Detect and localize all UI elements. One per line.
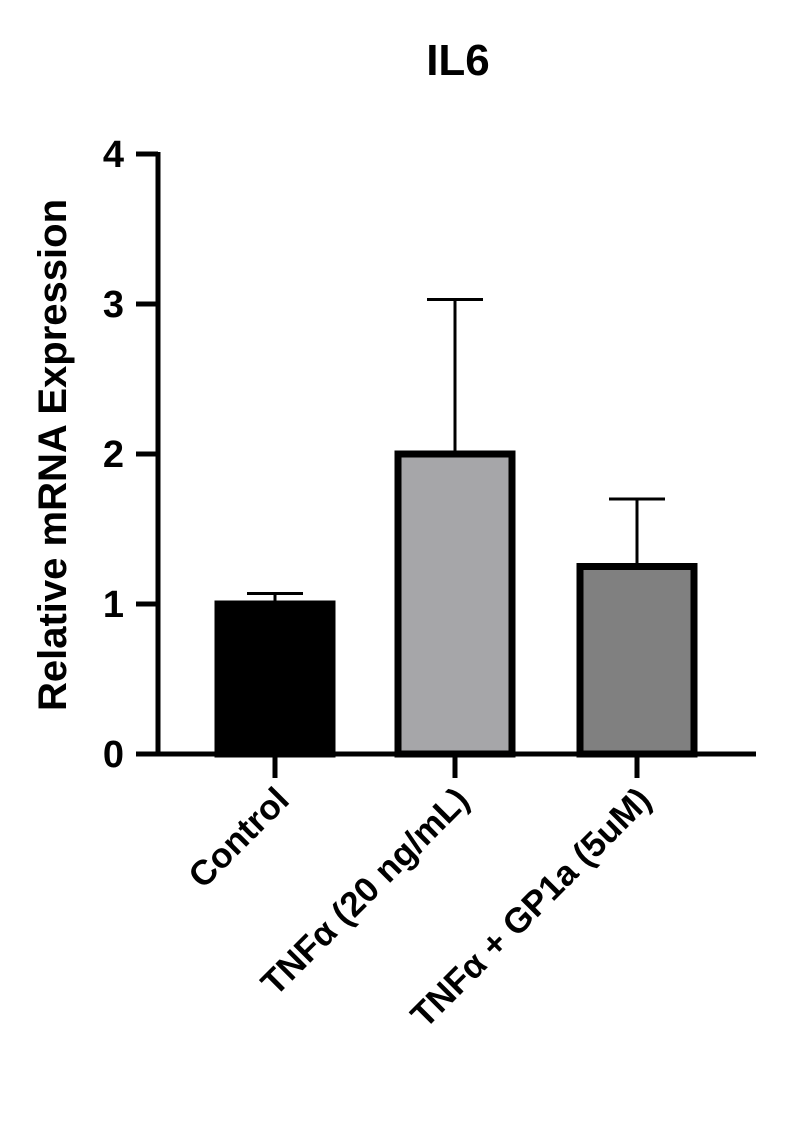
y-tick-label: 1 bbox=[103, 584, 124, 626]
y-tick-label: 0 bbox=[103, 734, 124, 776]
bar bbox=[576, 563, 698, 758]
bar bbox=[214, 600, 336, 758]
bar bbox=[394, 450, 516, 758]
y-axis-label: Relative mRNA Expression bbox=[31, 199, 75, 711]
y-tick-label: 3 bbox=[103, 284, 124, 326]
x-tick-label: Control bbox=[181, 780, 297, 896]
y-tick-label: 4 bbox=[103, 134, 124, 176]
y-tick-label: 2 bbox=[103, 434, 124, 476]
chart-title: IL6 bbox=[426, 36, 490, 85]
